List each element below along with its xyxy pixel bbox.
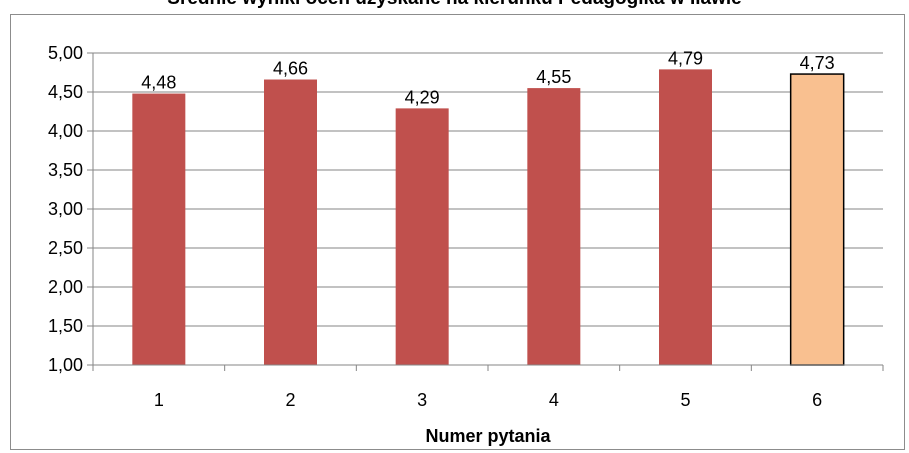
- x-tick-label: 1: [154, 390, 164, 410]
- data-label: 4,73: [800, 53, 835, 73]
- bar: [791, 74, 844, 365]
- bar: [659, 69, 712, 365]
- data-labels: 4,48 4,66 4,29 4,55 4,79 4,73: [141, 48, 834, 107]
- y-tick-label: 4,50: [48, 82, 83, 102]
- y-tick-label: 5,00: [48, 43, 83, 63]
- y-tick-label: 2,00: [48, 277, 83, 297]
- data-label: 4,66: [273, 59, 308, 79]
- data-label: 4,79: [668, 48, 703, 68]
- data-label: 4,55: [536, 67, 571, 87]
- x-tick-label: 3: [417, 390, 427, 410]
- x-tick-labels: 1 2 3 4 5 6: [154, 390, 822, 410]
- y-tick-label: 1,50: [48, 316, 83, 336]
- data-label: 4,29: [405, 87, 440, 107]
- bar: [264, 80, 317, 365]
- x-axis-title: Numer pytania: [425, 426, 551, 446]
- bar: [527, 88, 580, 365]
- bar: [396, 108, 449, 365]
- y-tick-label: 3,00: [48, 199, 83, 219]
- y-tick-labels: 1,00 1,50 2,00 2,50 3,00 3,50 4,00 4,50 5,00: [48, 43, 83, 375]
- y-tick-label: 2,50: [48, 238, 83, 258]
- x-tick-label: 4: [549, 390, 559, 410]
- axes: [87, 53, 883, 371]
- data-label: 4,48: [141, 73, 176, 93]
- x-tick-label: 2: [285, 390, 295, 410]
- gridlines: [93, 53, 883, 326]
- y-tick-label: 3,50: [48, 160, 83, 180]
- x-tick-label: 6: [812, 390, 822, 410]
- y-tick-label: 4,00: [48, 121, 83, 141]
- bars: [132, 69, 843, 365]
- bar: [132, 94, 185, 365]
- y-tick-label: 1,00: [48, 355, 83, 375]
- x-tick-label: 5: [680, 390, 690, 410]
